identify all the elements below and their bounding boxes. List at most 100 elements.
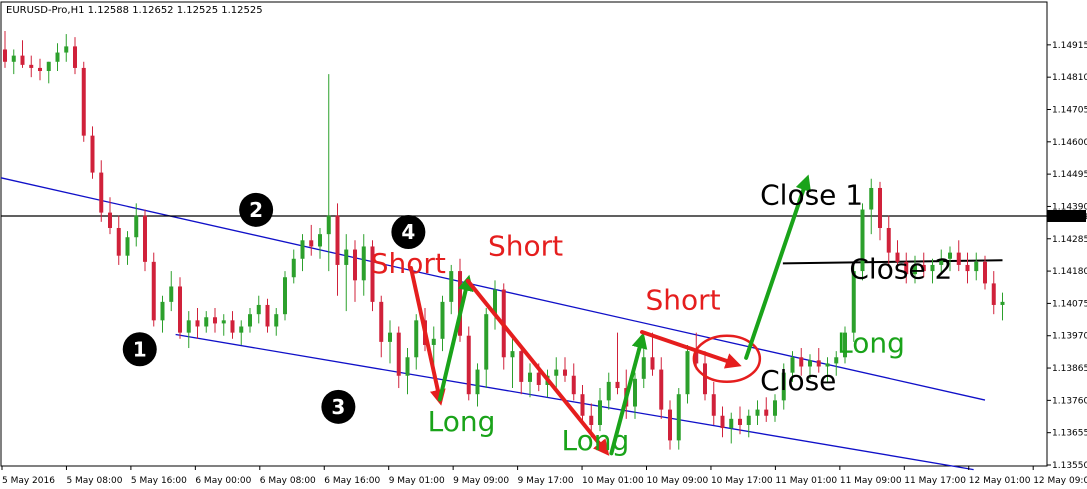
candle-body: [326, 215, 331, 235]
candle-body: [904, 261, 909, 275]
candle-body: [309, 240, 314, 247]
candle-body: [300, 240, 305, 259]
x-tick-label: 5 May 16:00: [131, 476, 187, 486]
candle: [90, 126, 95, 179]
candle-body: [554, 369, 559, 376]
candle: [528, 363, 532, 398]
candle-body: [755, 409, 760, 416]
candle-body: [213, 317, 217, 324]
candle: [326, 74, 331, 272]
channel-lines: [0, 177, 986, 471]
candle-body: [510, 351, 515, 358]
candle: [475, 363, 480, 407]
candle: [869, 178, 874, 235]
marker-circle: [321, 389, 356, 424]
candle-body: [974, 261, 979, 272]
candle: [318, 227, 322, 259]
candle-body: [178, 286, 182, 333]
candle-body: [764, 409, 769, 416]
candle: [38, 58, 42, 81]
x-tick-label: 10 May 17:00: [711, 476, 773, 486]
candle: [169, 271, 174, 312]
x-tick-label: 6 May 08:00: [260, 476, 316, 486]
candle-body: [860, 209, 865, 272]
marker-3: 3: [321, 389, 356, 424]
y-tick-label: 1.14285: [1052, 235, 1087, 245]
candle-body: [641, 357, 646, 379]
plot-frame: [0, 1, 1048, 467]
candle: [344, 234, 349, 312]
candle: [221, 314, 226, 336]
candle: [808, 354, 812, 379]
candle-body: [598, 400, 602, 425]
candle-body: [73, 46, 77, 68]
candle-body: [11, 55, 16, 62]
candle: [248, 308, 252, 333]
candle: [685, 344, 690, 404]
candle-body: [274, 314, 279, 327]
candle-body: [738, 418, 742, 425]
candle: [974, 252, 979, 281]
candle-body: [230, 320, 235, 333]
annotation-close-1: Close 1: [760, 179, 863, 212]
x-tick-label: 9 May 09:00: [453, 476, 509, 486]
candle-body: [484, 314, 489, 370]
x-axis: 5 May 2016 5 May 08:00 5 May 16:00 6 May 00…: [1, 466, 1087, 486]
candle-body: [318, 234, 322, 247]
candle: [300, 234, 305, 272]
marker-label: 3: [331, 395, 345, 419]
candle: [764, 397, 769, 422]
y-tick-label: 1.14390: [1052, 202, 1087, 212]
candle: [195, 308, 200, 339]
y-tick-label: 1.13550: [1052, 461, 1087, 471]
candle-body: [396, 332, 401, 376]
y-axis: 1.14915 1.14810 1.14705 1.14600 1.14495 1.143…: [1047, 41, 1087, 471]
horizontal-lines: [1, 215, 1047, 265]
candle-body: [90, 135, 95, 173]
candle-body: [379, 301, 384, 342]
candle: [825, 357, 830, 382]
candle: [204, 311, 209, 333]
candle: [895, 240, 900, 272]
candle: [615, 332, 620, 395]
candle-body: [20, 55, 25, 65]
candle-body: [475, 369, 480, 395]
y-tick-label: 1.13970: [1052, 332, 1087, 342]
candle: [746, 409, 751, 438]
candle: [921, 252, 926, 278]
annotation-close: Close: [760, 364, 836, 397]
marker-circle: [391, 214, 426, 249]
candle: [29, 55, 34, 78]
candle-body: [773, 400, 777, 416]
candle-body: [431, 338, 436, 345]
candle-body: [965, 264, 970, 272]
candle-body: [913, 264, 917, 275]
candle-body: [816, 360, 821, 367]
channel-upper-line: [0, 177, 986, 401]
candle-body: [405, 357, 410, 376]
candle-body: [921, 264, 926, 272]
candle-body: [615, 381, 620, 389]
candle: [11, 49, 16, 75]
candle-body: [843, 332, 847, 358]
y-tick-label: 1.14600: [1052, 138, 1087, 148]
annotation-short: Short: [646, 284, 721, 317]
resistance-line: [782, 259, 1003, 265]
marker-4: 4: [391, 214, 426, 249]
x-tick-label: 9 May 01:00: [389, 476, 445, 486]
long-arrow: [744, 174, 811, 360]
candle-body: [580, 394, 585, 416]
candle: [510, 338, 515, 389]
candle: [668, 400, 672, 450]
candle: [484, 308, 489, 389]
candle-body: [886, 227, 891, 253]
candle-body: [668, 409, 672, 441]
candle: [563, 357, 567, 382]
candle: [948, 246, 952, 272]
candle: [816, 348, 821, 373]
y-tick-label: 1.14810: [1052, 73, 1087, 83]
candle: [606, 372, 611, 410]
x-tick-label: 11 May 01:00: [775, 476, 837, 486]
candle-body: [361, 246, 366, 281]
candle-body: [186, 320, 191, 333]
